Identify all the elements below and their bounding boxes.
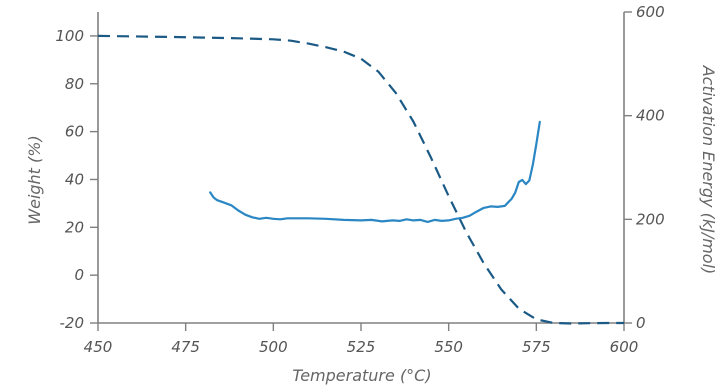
- x-tick-label: 500: [259, 338, 288, 356]
- y-left-tick-label: 0: [74, 266, 84, 284]
- y-right-tick-label: 0: [636, 314, 646, 332]
- x-tick-label: 475: [171, 338, 200, 356]
- x-tick-label: 575: [522, 338, 551, 356]
- x-tick-label: 600: [610, 338, 639, 356]
- y-axis-left-title: Weight (%): [25, 135, 44, 224]
- y-left-tick-label: 40: [65, 170, 84, 188]
- weight-series-line: [97, 34, 624, 325]
- activation-energy-series-line: [209, 120, 541, 223]
- x-tick-label: 550: [434, 338, 463, 356]
- y-right-tick-label: 200: [636, 210, 665, 228]
- y-left-tick-label: -20: [60, 314, 85, 332]
- y-left-tick-label: 100: [55, 27, 84, 45]
- y-axis-right-title: Activation Energy (kJ/mol): [699, 65, 718, 275]
- y-left-tick-label: 60: [65, 123, 84, 141]
- y-left-tick-label: 20: [65, 218, 84, 236]
- axes: [97, 12, 625, 324]
- y-right-tick-label: 400: [636, 107, 665, 125]
- x-axis-title: Temperature (°C): [292, 366, 431, 385]
- x-tick-label: 525: [347, 338, 376, 356]
- series-layer: [97, 34, 624, 325]
- y-right-tick-label: 600: [636, 3, 665, 21]
- ticks: 450 475 500 525 550 575 600 -20 0 20 40 60 80 100 0 200…: [55, 3, 664, 356]
- y-left-tick-label: 80: [65, 75, 84, 93]
- x-tick-label: 450: [84, 338, 113, 356]
